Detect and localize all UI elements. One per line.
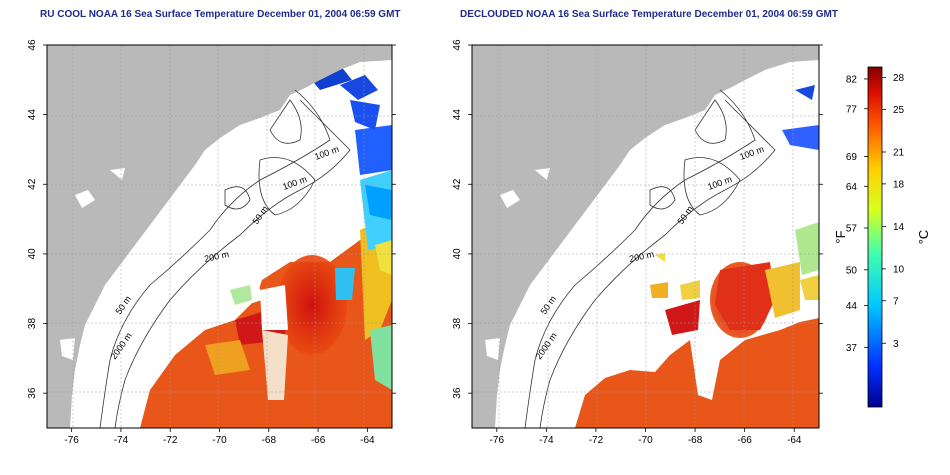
celsius-tick-label: 7 — [893, 296, 899, 307]
fahrenheit-tick-label: 82 — [846, 74, 858, 85]
fahrenheit-tick-label: 57 — [846, 224, 858, 235]
lat-tick-label-left: 38 — [27, 318, 38, 330]
fahrenheit-tick-label: 69 — [846, 152, 858, 163]
celsius-tick-label: 10 — [893, 264, 905, 275]
lat-tick-label-left: 46 — [27, 39, 38, 51]
lon-tick-label-left: -64 — [360, 435, 375, 446]
lat-tick-label-right: 38 — [452, 318, 463, 330]
lon-tick-label-right: -68 — [688, 435, 703, 446]
lat-tick-label-left: 42 — [27, 178, 38, 190]
colorbar-gradient — [867, 66, 883, 408]
celsius-tick-label: 3 — [893, 339, 899, 350]
lat-tick-label-right: 46 — [452, 39, 463, 51]
lon-tick-label-right: -64 — [787, 435, 802, 446]
fahrenheit-tick-label: 50 — [846, 265, 858, 276]
right-sst-map: 100 m 100 m 50 m 200 m 50 m 2000 m -76 -7… — [452, 39, 823, 446]
fahrenheit-tick-label: 77 — [846, 104, 858, 115]
lon-tick-label-right: -70 — [638, 435, 653, 446]
lat-tick-label-right: 44 — [452, 109, 463, 121]
fahrenheit-tick-label: 44 — [846, 301, 858, 312]
celsius-tick-label: 18 — [893, 179, 905, 190]
celsius-tick-label: 14 — [893, 222, 905, 233]
lon-tick-label-left: -66 — [311, 435, 326, 446]
lon-tick-label-left: -70 — [212, 435, 227, 446]
lat-tick-label-right: 42 — [452, 178, 463, 190]
lon-tick-label-right: -74 — [539, 435, 554, 446]
fahrenheit-tick-label: 37 — [846, 343, 858, 354]
grid-left — [47, 45, 392, 428]
lat-tick-label-right: 40 — [452, 248, 463, 260]
lat-tick-label-left: 44 — [27, 109, 38, 121]
lon-tick-label-right: -72 — [589, 435, 604, 446]
lon-tick-label-right: -76 — [490, 435, 505, 446]
celsius-tick-label: 25 — [893, 105, 905, 116]
bathymetry-contours-right — [524, 89, 776, 428]
bathymetry-contours-left — [99, 89, 351, 428]
temperature-colorbar: 82 77 69 64 57 50 44 37 28 25 21 18 14 10 7 3 °F °C — [833, 66, 931, 408]
fahrenheit-label: °F — [833, 230, 848, 243]
lon-tick-label-left: -72 — [163, 435, 178, 446]
lon-tick-label-left: -68 — [262, 435, 277, 446]
celsius-tick-label: 28 — [893, 73, 905, 84]
fahrenheit-tick-label: 64 — [846, 182, 858, 193]
grid-right — [472, 45, 819, 428]
left-sst-map: 100 m 100 m 50 m 200 m 50 m 2000 m -76 -7… — [27, 39, 396, 446]
lat-tick-label-right: 36 — [452, 387, 463, 399]
sst-field-right — [575, 45, 819, 428]
lat-tick-label-left: 40 — [27, 248, 38, 260]
left-map-title: RU COOL NOAA 16 Sea Surface Temperature … — [40, 9, 401, 20]
lon-tick-label-right: -66 — [737, 435, 752, 446]
celsius-label: °C — [916, 230, 931, 245]
sst-field-left — [140, 65, 392, 428]
lon-tick-label-left: -76 — [64, 435, 79, 446]
lon-tick-label-left: -74 — [114, 435, 129, 446]
celsius-tick-label: 21 — [893, 148, 905, 159]
right-map-title: DECLOUDED NOAA 16 Sea Surface Temperatur… — [460, 9, 838, 20]
lat-tick-label-left: 36 — [27, 387, 38, 399]
land-left — [47, 45, 392, 428]
land-right — [472, 45, 819, 428]
